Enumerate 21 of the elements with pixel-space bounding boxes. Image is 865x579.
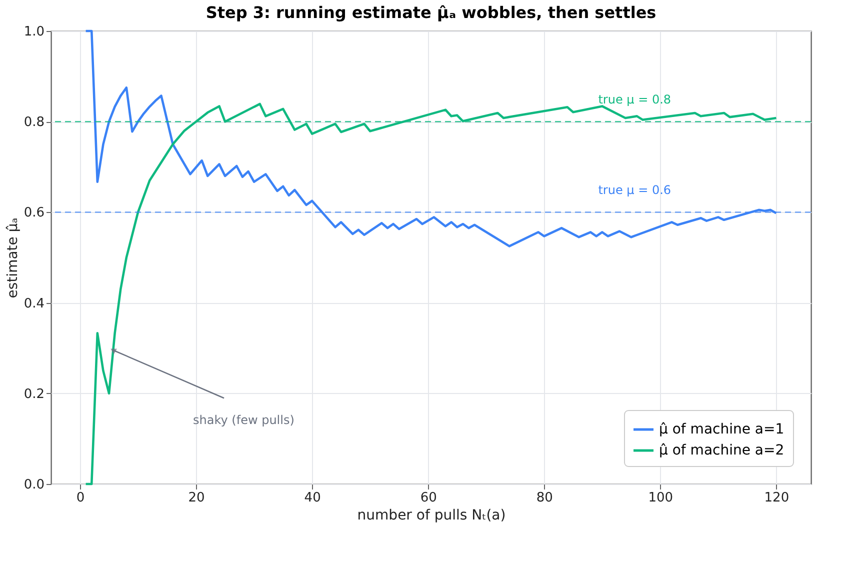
x-tick-label: 20 bbox=[188, 490, 205, 506]
y-tick-label: 0.0 bbox=[24, 478, 44, 492]
legend-label: μ̂ of machine a=2 bbox=[659, 442, 784, 458]
x-tick-label: 120 bbox=[764, 490, 790, 506]
y-tick-label: 0.6 bbox=[24, 206, 44, 221]
x-tick-label: 60 bbox=[420, 490, 437, 506]
chart-title: Step 3: running estimate μ̂ₐ wobbles, then settles bbox=[206, 3, 656, 22]
x-axis-title: number of pulls Nₜ(a) bbox=[357, 508, 506, 524]
annotation: shaky (few pulls) bbox=[193, 413, 294, 428]
x-tick-label: 80 bbox=[536, 490, 553, 506]
x-tick-label: 0 bbox=[76, 490, 85, 506]
y-tick-label: 0.2 bbox=[24, 386, 44, 402]
x-tick-label: 100 bbox=[648, 490, 674, 506]
y-axis-title: estimate μ̂ₐ bbox=[4, 218, 21, 298]
y-tick-label: 1.0 bbox=[24, 24, 44, 40]
x-tick-label: 40 bbox=[304, 490, 321, 506]
ref-line-label: true μ = 0.6 bbox=[598, 183, 672, 198]
legend-label: μ̂ of machine a=1 bbox=[659, 422, 784, 438]
ref-line-label: true μ = 0.8 bbox=[598, 92, 672, 107]
y-tick-label: 0.8 bbox=[24, 115, 44, 130]
y-tick-label: 0.4 bbox=[24, 296, 44, 312]
